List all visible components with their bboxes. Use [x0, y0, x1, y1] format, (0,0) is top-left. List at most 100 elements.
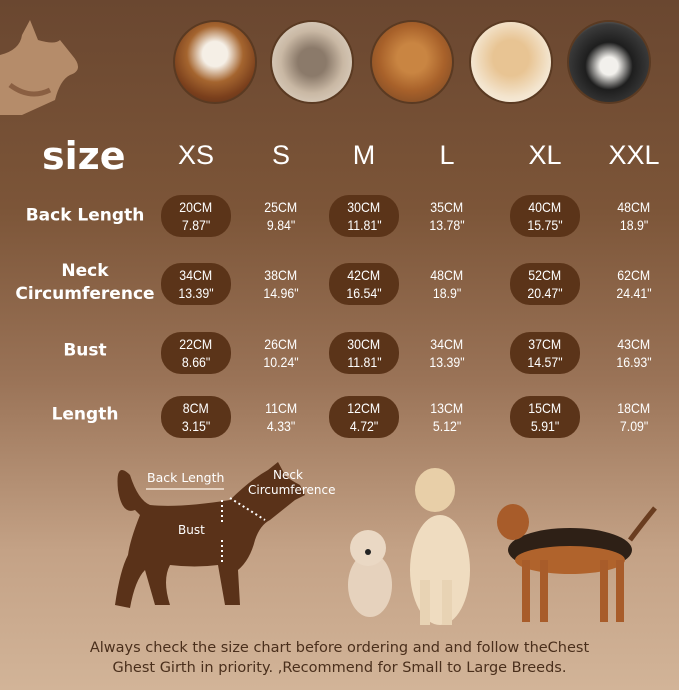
size-cell-cm: 11CM — [265, 400, 297, 416]
size-cell-inch: 11.81" — [346, 354, 382, 370]
size-cell: 48CM 18.9" — [599, 195, 669, 237]
size-cell-inch: 13.39" — [429, 354, 465, 370]
size-header-xl: XL — [528, 140, 562, 170]
size-cell: 22CM 8.66" — [161, 332, 231, 374]
size-cell-inch: 16.54" — [346, 285, 382, 301]
hound-icon — [497, 504, 657, 622]
size-cell-cm: 22CM — [179, 336, 213, 352]
size-cell-cm: 12CM — [347, 400, 381, 416]
size-cell-inch: 10.24" — [263, 354, 299, 370]
size-cell: 37CM 14.57" — [510, 332, 580, 374]
size-cell: 25CM 9.84" — [246, 195, 316, 237]
size-cell: 20CM 7.87" — [161, 195, 231, 237]
size-cell-inch: 15.75" — [527, 217, 563, 233]
size-cell-inch: 9.84" — [266, 217, 296, 233]
footer-line-2: Ghest Girth in priority. ,Recommend for … — [112, 660, 567, 676]
beagle-avatar — [173, 20, 257, 104]
size-header-l: L — [439, 140, 455, 170]
size-cell: 43CM 16.93" — [599, 332, 669, 374]
size-cell-cm: 18CM — [617, 400, 651, 416]
size-cell-inch: 5.12" — [432, 418, 462, 434]
size-cell-cm: 48CM — [430, 267, 464, 283]
cocker-spaniel-avatar — [370, 20, 454, 104]
size-cell-inch: 24.41" — [616, 285, 652, 301]
size-title: size — [42, 134, 126, 178]
size-cell-inch: 7.87" — [181, 217, 211, 233]
row-label: Neck Circumference — [15, 261, 155, 304]
size-cell-inch: 16.93" — [616, 354, 652, 370]
french-bulldog-avatar — [270, 20, 354, 104]
size-cell: 30CM 11.81" — [329, 332, 399, 374]
size-cell-cm: 62CM — [617, 267, 651, 283]
size-cell: 48CM 18.9" — [412, 263, 482, 305]
size-cell-cm: 30CM — [347, 336, 381, 352]
size-cell: 18CM 7.09" — [599, 396, 669, 438]
size-cell: 13CM 5.12" — [412, 396, 482, 438]
size-cell-cm: 13CM — [430, 400, 464, 416]
size-cell: 26CM 10.24" — [246, 332, 316, 374]
dog-head-logo-icon — [0, 20, 78, 115]
diagram-neck-label: Neck — [273, 468, 303, 482]
size-cell-inch: 14.96" — [263, 285, 299, 301]
size-cell-cm: 52CM — [528, 267, 562, 283]
size-cell-inch: 14.57" — [527, 354, 563, 370]
size-cell-cm: 42CM — [347, 267, 381, 283]
size-cell: 38CM 14.96" — [246, 263, 316, 305]
poodle-icon — [348, 530, 392, 617]
row-label: Length — [51, 404, 119, 425]
size-cell: 12CM 4.72" — [329, 396, 399, 438]
size-cell-inch: 3.15" — [181, 418, 211, 434]
size-cell: 11CM 4.33" — [246, 396, 316, 438]
diagram-back-length-label: Back Length — [147, 470, 225, 485]
size-header-xs: XS — [177, 140, 215, 170]
size-cell: 34CM 13.39" — [412, 332, 482, 374]
size-header-s: S — [271, 140, 291, 170]
diagram-circumference-label: Circumference — [248, 483, 336, 497]
size-cell-cm: 26CM — [264, 336, 298, 352]
size-cell-cm: 15CM — [528, 400, 562, 416]
size-cell: 15CM 5.91" — [510, 396, 580, 438]
size-cell-cm: 20CM — [179, 199, 213, 215]
size-cell-cm: 34CM — [179, 267, 213, 283]
size-cell-inch: 13.39" — [178, 285, 214, 301]
size-cell-inch: 11.81" — [346, 217, 382, 233]
row-label: Bust — [63, 340, 107, 361]
size-cell-inch: 8.66" — [181, 354, 211, 370]
size-cell-inch: 5.91" — [530, 418, 560, 434]
size-cell: 62CM 24.41" — [599, 263, 669, 305]
dog-silhouette-diagram — [115, 462, 305, 608]
size-cell-cm: 48CM — [617, 199, 651, 215]
size-cell-inch: 13.78" — [429, 217, 465, 233]
border-collie-avatar — [567, 20, 651, 104]
size-header-m: M — [352, 140, 376, 170]
size-cell-cm: 37CM — [528, 336, 562, 352]
size-cell-cm: 40CM — [528, 199, 562, 215]
labrador-icon — [410, 468, 470, 625]
diagram-bust-label: Bust — [178, 523, 205, 537]
size-cell-cm: 8CM — [182, 400, 210, 416]
footer-line-1: Always check the size chart before order… — [89, 640, 590, 656]
size-cell-cm: 25CM — [264, 199, 298, 215]
size-cell-cm: 43CM — [617, 336, 651, 352]
size-cell: 52CM 20.47" — [510, 263, 580, 305]
golden-retriever-avatar — [469, 20, 553, 104]
size-cell: 34CM 13.39" — [161, 263, 231, 305]
size-cell-inch: 7.09" — [619, 418, 649, 434]
size-cell: 8CM 3.15" — [161, 396, 231, 438]
size-header-xxl: XXL — [608, 140, 660, 170]
size-cell: 42CM 16.54" — [329, 263, 399, 305]
size-cell-cm: 35CM — [430, 199, 464, 215]
footer-note: Always check the size chart before order… — [0, 638, 679, 678]
row-label: Back Length — [25, 205, 145, 226]
size-cell: 35CM 13.78" — [412, 195, 482, 237]
size-cell-cm: 38CM — [264, 267, 298, 283]
size-cell-cm: 34CM — [430, 336, 464, 352]
size-cell-inch: 18.9" — [432, 285, 462, 301]
size-cell-inch: 20.47" — [527, 285, 563, 301]
size-cell-cm: 30CM — [347, 199, 381, 215]
size-cell: 30CM 11.81" — [329, 195, 399, 237]
size-cell-inch: 4.72" — [349, 418, 379, 434]
size-cell: 40CM 15.75" — [510, 195, 580, 237]
size-cell-inch: 18.9" — [619, 217, 649, 233]
dogs-illustration — [348, 468, 657, 625]
